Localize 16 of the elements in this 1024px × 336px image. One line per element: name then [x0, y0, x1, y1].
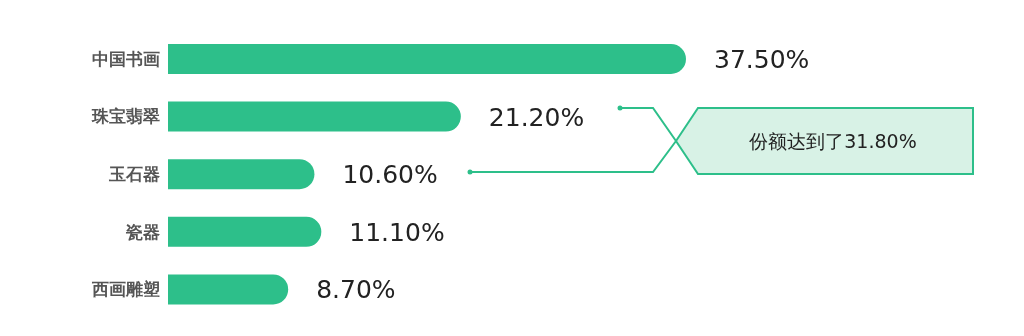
- bar: [168, 274, 289, 305]
- y-tick-label: 玉石器: [108, 164, 160, 185]
- y-tick-label: 珠宝翡翠: [91, 106, 160, 127]
- data-label: 10.60%: [342, 160, 438, 190]
- y-tick-label: 中国书画: [92, 48, 160, 69]
- bar: [168, 216, 322, 247]
- bar: [168, 159, 315, 190]
- data-label: 21.20%: [488, 102, 585, 132]
- bar: [168, 101, 461, 132]
- data-label: 11.10%: [349, 217, 445, 247]
- data-label: 8.70%: [316, 275, 396, 305]
- text: 份额达到了31.80%: [749, 130, 917, 152]
- data-label: 37.50%: [714, 45, 810, 74]
- y-tick-label: 瓷器: [125, 221, 160, 242]
- y-tick-label: 西画雕塑: [91, 279, 160, 300]
- bar: [168, 44, 686, 74]
